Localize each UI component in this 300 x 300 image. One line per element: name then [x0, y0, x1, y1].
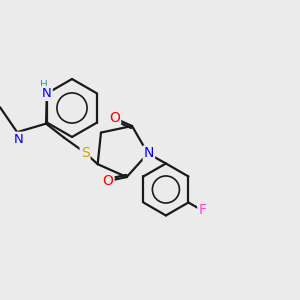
Text: N: N: [144, 146, 154, 161]
Text: O: O: [109, 111, 120, 125]
Text: O: O: [103, 174, 113, 188]
Text: N: N: [42, 87, 52, 100]
Text: N: N: [14, 133, 24, 146]
Text: S: S: [81, 146, 89, 160]
Text: H: H: [40, 80, 48, 89]
Text: F: F: [198, 203, 206, 218]
